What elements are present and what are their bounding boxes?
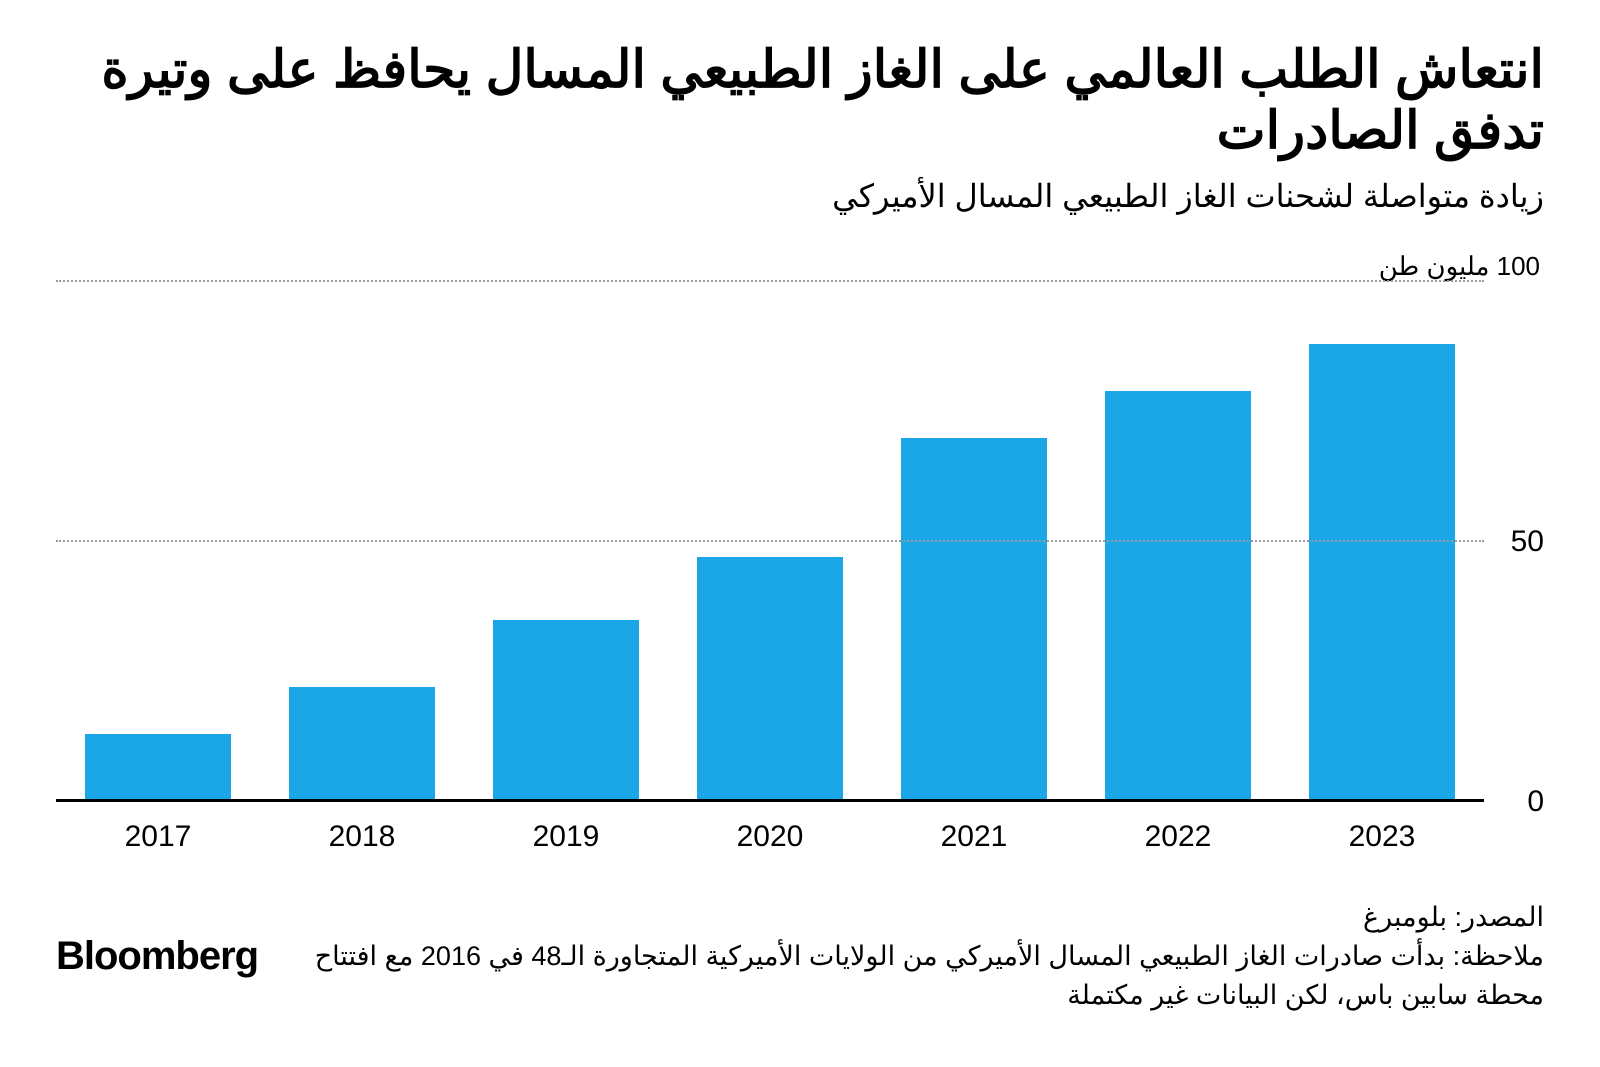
bar-slot [872, 282, 1076, 802]
note-line: ملاحظة: بدأت صادرات الغاز الطبيعي المسال… [298, 937, 1544, 1015]
gridline [56, 280, 1484, 282]
bar-slot [56, 282, 260, 802]
y-axis-unit-label: 100 مليون طن [56, 251, 1544, 282]
bar [1309, 344, 1456, 802]
x-tick-label: 2020 [668, 820, 872, 854]
x-tick-label: 2018 [260, 820, 464, 854]
y-tick-label: 0 [1484, 785, 1544, 819]
chart-area: 050 2017201820192020202120222023 [56, 282, 1544, 854]
x-tick-label: 2019 [464, 820, 668, 854]
bar [1105, 391, 1252, 802]
chart-title: انتعاش الطلب العالمي على الغاز الطبيعي ا… [56, 40, 1544, 163]
bar-slot [1280, 282, 1484, 802]
bars-container [56, 282, 1484, 802]
y-axis-labels: 050 [1484, 282, 1544, 802]
gridline [56, 540, 1484, 542]
x-axis-labels: 2017201820192020202120222023 [56, 820, 1484, 854]
x-tick-label: 2022 [1076, 820, 1280, 854]
baseline [56, 799, 1484, 802]
x-tick-label: 2021 [872, 820, 1076, 854]
plot-region [56, 282, 1484, 802]
bar-slot [1076, 282, 1280, 802]
bar [493, 620, 640, 802]
y-tick-label: 50 [1484, 525, 1544, 559]
source-line: المصدر: بلومبرغ [298, 898, 1544, 937]
x-tick-label: 2017 [56, 820, 260, 854]
bar-slot [668, 282, 872, 802]
bar [901, 438, 1048, 802]
bar [289, 687, 436, 801]
bar-slot [260, 282, 464, 802]
chart-subtitle: زيادة متواصلة لشحنات الغاز الطبيعي المسا… [56, 177, 1544, 215]
bar [85, 734, 232, 802]
footnotes: المصدر: بلومبرغ ملاحظة: بدأت صادرات الغا… [298, 898, 1544, 1015]
x-tick-label: 2023 [1280, 820, 1484, 854]
bloomberg-logo: Bloomberg [56, 934, 258, 979]
bar [697, 557, 844, 801]
bar-slot [464, 282, 668, 802]
